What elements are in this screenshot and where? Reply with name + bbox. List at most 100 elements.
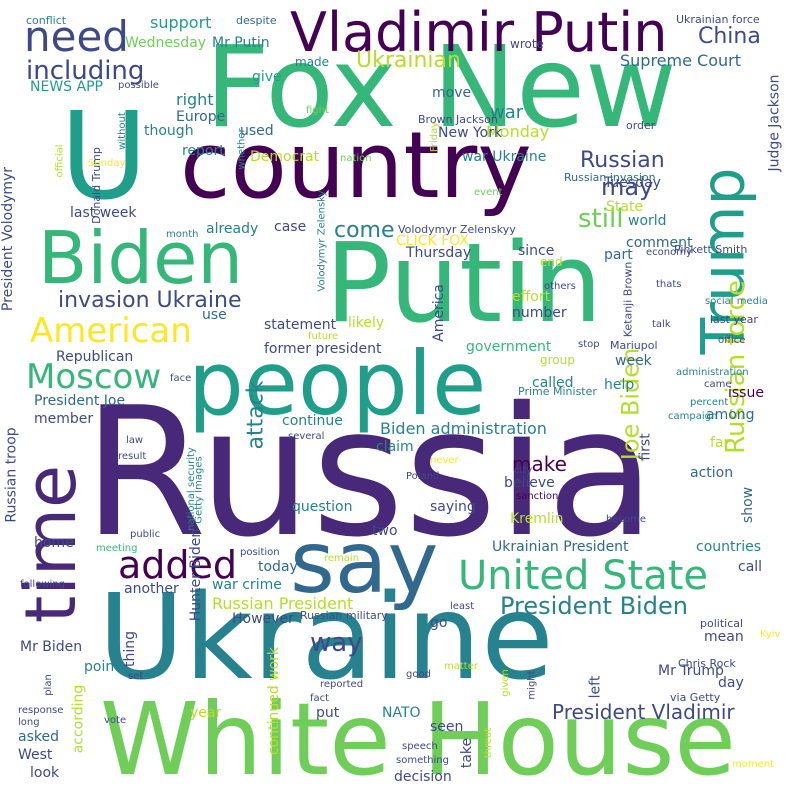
word: though xyxy=(144,123,194,139)
word: Vladimir Putin xyxy=(290,1,668,64)
word: far xyxy=(710,435,730,451)
word: claim xyxy=(376,439,414,455)
word: vote xyxy=(104,715,127,726)
word: Moscow xyxy=(26,357,162,397)
word: saying xyxy=(430,499,476,515)
word: added xyxy=(118,543,238,587)
word: Kyiv xyxy=(760,629,781,640)
word: percent xyxy=(690,397,729,408)
word: stop xyxy=(578,339,600,350)
word: give xyxy=(252,69,282,85)
word: Thursday xyxy=(406,245,472,261)
word: people xyxy=(188,332,487,435)
word: plan xyxy=(42,674,54,696)
word: case xyxy=(274,219,307,235)
word: likely xyxy=(348,315,385,331)
word: Monday xyxy=(486,122,550,141)
word: may xyxy=(601,173,654,201)
word: wrote xyxy=(510,37,544,51)
word: Biden administration xyxy=(380,419,547,438)
word: point xyxy=(84,659,120,675)
word: war xyxy=(490,102,524,123)
word: Russian xyxy=(580,148,665,173)
word: Mr Trump xyxy=(658,663,724,679)
word: believe xyxy=(504,475,555,491)
word: among xyxy=(706,407,755,423)
word: Democrat xyxy=(250,149,320,165)
word: comment xyxy=(626,235,693,251)
word: number xyxy=(512,305,567,321)
word: fight xyxy=(306,105,329,116)
word: Hunter Biden xyxy=(188,528,205,622)
word: Putin xyxy=(325,219,603,347)
word: become xyxy=(606,514,647,525)
word: invasion Ukraine xyxy=(58,288,242,313)
word: Supreme Court xyxy=(620,51,741,70)
word: conflict xyxy=(26,14,67,27)
word: two xyxy=(372,523,398,539)
word: Friday xyxy=(429,121,441,153)
word: continued work xyxy=(266,646,283,756)
word: decision xyxy=(394,769,452,785)
word: Ukraine xyxy=(98,568,554,706)
word: last year xyxy=(710,313,758,326)
word: Sunday xyxy=(88,158,126,169)
word: already xyxy=(206,221,259,237)
word: West xyxy=(18,747,53,763)
word: call xyxy=(738,559,763,575)
word: day xyxy=(718,675,744,691)
word: despite xyxy=(236,14,277,27)
word: Mariupol xyxy=(610,339,658,352)
word: need xyxy=(24,12,129,61)
word: remain xyxy=(324,553,360,564)
word: Ukrainian President xyxy=(492,539,629,555)
word: administration xyxy=(676,367,749,378)
word: reported xyxy=(320,679,364,690)
word: Mr Putin xyxy=(212,35,270,51)
word: Russian troop xyxy=(3,427,20,523)
word: called xyxy=(532,375,574,391)
word: year xyxy=(190,705,222,721)
word: Russian President xyxy=(212,594,354,613)
word: seen xyxy=(430,719,464,735)
word: others xyxy=(544,281,576,292)
word: political xyxy=(700,617,744,630)
word: CLICK FOX xyxy=(396,233,469,249)
word: America xyxy=(430,284,447,342)
word: question xyxy=(292,499,353,515)
word: threat xyxy=(483,727,495,759)
word: Russian invasion xyxy=(564,171,656,184)
word: help xyxy=(604,377,635,393)
word: effort xyxy=(512,289,551,305)
word: never xyxy=(430,455,459,466)
word: nation xyxy=(340,153,372,164)
word: office xyxy=(718,335,746,346)
word: U xyxy=(60,88,148,227)
word: Volodymyr Zelenskyy xyxy=(398,223,516,236)
word: President Vladimir xyxy=(552,700,735,724)
word: fact xyxy=(310,693,330,704)
word: country xyxy=(180,112,532,219)
word: order xyxy=(626,119,656,132)
word: today xyxy=(258,559,298,575)
word: future xyxy=(308,331,339,342)
word: possible xyxy=(118,80,159,91)
word: talk xyxy=(652,319,671,330)
word: Poland xyxy=(406,471,440,482)
word: say xyxy=(290,513,439,613)
word: another xyxy=(124,581,179,597)
word: go xyxy=(430,615,448,631)
word: China xyxy=(698,24,761,49)
word: war Ukraine xyxy=(462,149,547,165)
word: event xyxy=(474,187,503,198)
word: according xyxy=(70,684,87,754)
word: Europe xyxy=(176,109,226,125)
word: make xyxy=(512,452,567,476)
word: good xyxy=(406,669,431,680)
word: President Biden xyxy=(500,592,688,620)
word: Russia xyxy=(83,369,656,576)
word: least xyxy=(450,601,475,612)
word: State xyxy=(606,199,644,215)
word: long xyxy=(18,717,40,728)
word: part xyxy=(604,247,633,263)
